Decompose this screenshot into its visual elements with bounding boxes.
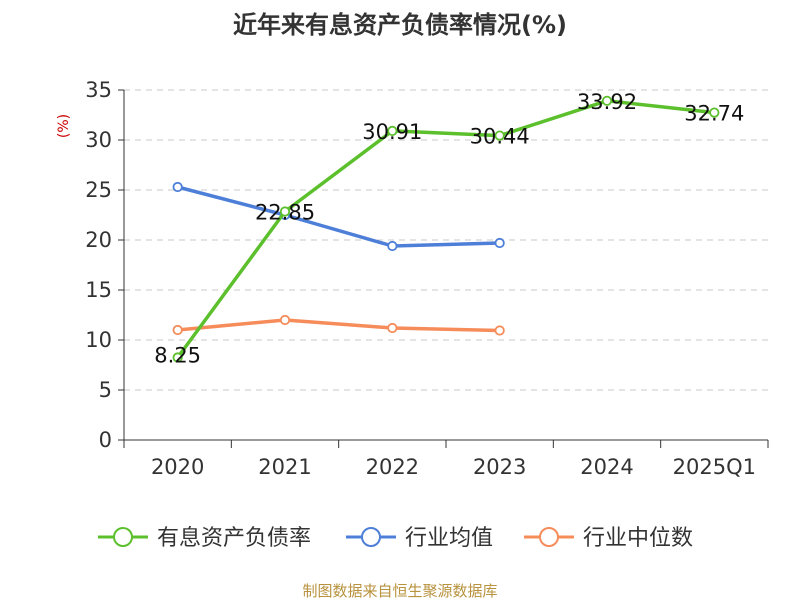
data-label: 32.74 bbox=[684, 102, 744, 126]
x-tick-label: 2025Q1 bbox=[673, 455, 756, 479]
data-point[interactable] bbox=[494, 237, 505, 249]
series-line bbox=[176, 99, 715, 359]
legend-marker bbox=[113, 527, 133, 547]
y-tick-label: 30 bbox=[85, 128, 112, 152]
x-tick-label: 2023 bbox=[473, 455, 526, 479]
axes: 0 5 10 15 20 25 30 35 2020 2021 2022 2023 2024 2025Q1 bbox=[85, 78, 769, 479]
data-point[interactable] bbox=[494, 325, 505, 336]
data-point[interactable] bbox=[172, 352, 183, 363]
data-point[interactable] bbox=[279, 206, 291, 217]
chart-title: 近年来有息资产负债率情况(%) bbox=[233, 11, 567, 39]
y-tick-label: 35 bbox=[85, 78, 112, 102]
data-label: 33.92 bbox=[577, 90, 637, 114]
x-tick-label: 2021 bbox=[258, 455, 311, 479]
x-tick-label: 2022 bbox=[366, 455, 419, 479]
y-tick-label: 10 bbox=[85, 328, 112, 352]
series-line bbox=[177, 185, 500, 248]
data-point[interactable] bbox=[387, 240, 398, 252]
legend-label[interactable]: 有息资产负债率 bbox=[157, 526, 311, 551]
y-tick-label: 0 bbox=[99, 428, 112, 452]
data-point[interactable] bbox=[172, 324, 183, 336]
y-tick-label: 5 bbox=[99, 378, 112, 402]
source-note: 制图数据来自恒生聚源数据库 bbox=[302, 582, 497, 600]
legend-label[interactable]: 行业均值 bbox=[405, 526, 493, 551]
data-point[interactable] bbox=[387, 322, 398, 334]
data-point[interactable] bbox=[172, 181, 183, 193]
legend-label[interactable]: 行业中位数 bbox=[583, 526, 693, 551]
legend[interactable]: 有息资产负债率 行业均值 行业中位数 bbox=[98, 526, 693, 551]
legend-marker bbox=[361, 527, 381, 547]
y-tick-label: 20 bbox=[85, 228, 112, 252]
data-label: 22.85 bbox=[255, 201, 315, 225]
series-lines bbox=[172, 95, 720, 363]
y-tick-label: 25 bbox=[85, 178, 112, 202]
data-label: 30.44 bbox=[470, 125, 530, 149]
data-point[interactable] bbox=[279, 314, 291, 326]
legend-marker bbox=[539, 527, 559, 547]
data-label: 8.25 bbox=[154, 344, 201, 368]
data-point[interactable] bbox=[387, 125, 398, 136]
grid-lines bbox=[124, 89, 768, 391]
data-point[interactable] bbox=[709, 107, 720, 118]
series-line bbox=[177, 318, 500, 333]
y-tick-label: 15 bbox=[85, 278, 112, 302]
data-label: 30.91 bbox=[362, 120, 422, 144]
x-tick-label: 2024 bbox=[580, 455, 633, 479]
data-point[interactable] bbox=[601, 95, 613, 106]
x-tick-label: 2020 bbox=[151, 455, 204, 479]
data-point[interactable] bbox=[494, 130, 505, 141]
data-labels: 8.25 22.85 30.91 30.44 33.92 32.74 bbox=[154, 90, 744, 368]
y-axis-label: (%) bbox=[56, 114, 72, 138]
